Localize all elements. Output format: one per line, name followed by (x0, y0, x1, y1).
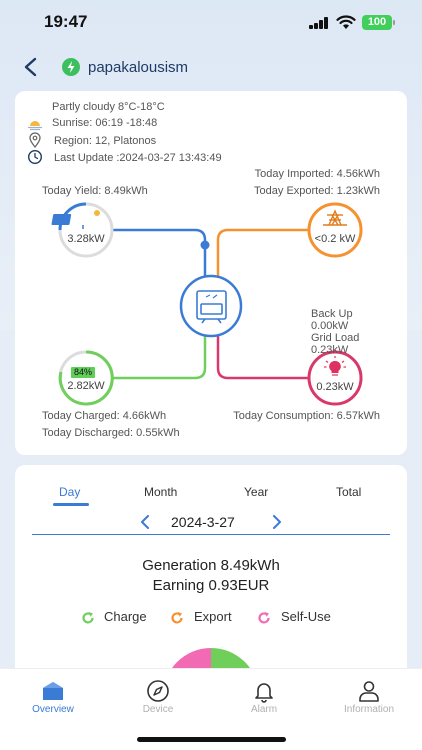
today-discharged: Today Discharged: 0.55kWh (42, 427, 180, 439)
grid-node (307, 202, 363, 258)
backup-value: 0.00kW (311, 320, 349, 332)
plant-name[interactable]: papakalousism (88, 59, 189, 76)
tab-day[interactable]: Day (59, 485, 81, 499)
nav-alarm[interactable]: Alarm (224, 669, 304, 719)
sunrise-icon (28, 121, 42, 131)
power-tower-icon (323, 209, 347, 226)
today-yield: Today Yield: 8.49kWh (42, 185, 148, 197)
inverter-icon (196, 290, 227, 324)
wifi-icon (336, 15, 356, 29)
sunrise-text: Sunrise: 06:19 -18:48 (52, 117, 158, 129)
export-legend-label: Export (194, 609, 232, 624)
load-node (307, 350, 363, 406)
nav-overview[interactable]: Overview (13, 669, 93, 719)
compass-icon (147, 680, 169, 702)
tab-year[interactable]: Year (244, 485, 269, 499)
lightbulb-icon (324, 356, 346, 376)
last-update-text: Last Update :2024-03-27 13:43:49 (54, 152, 222, 164)
nav-device-label: Device (142, 704, 174, 715)
today-consumption: Today Consumption: 6.57kWh (233, 410, 380, 422)
grid-load-label: Grid Load (311, 332, 360, 344)
energy-flow-diagram (51, 202, 363, 406)
today-charged: Today Charged: 4.66kWh (42, 410, 167, 422)
today-exported: Today Exported: 1.23kWh (254, 185, 380, 197)
generation-total: Generation 8.49kWh (142, 557, 280, 574)
battery-soc-arc (58, 350, 114, 406)
backup-label: Back Up (311, 308, 353, 320)
battery-soc-badge: 84% (71, 367, 95, 378)
location-icon (29, 132, 41, 148)
statistics-card: Day Month Year Total 2024-3-27 Generatio… (15, 465, 407, 695)
grid-load-value: 0.23kW (311, 344, 349, 356)
bell-icon (255, 683, 273, 703)
earning-total: Earning 0.93EUR (152, 577, 270, 594)
charge-legend-icon (82, 612, 94, 624)
battery-flow-line (113, 332, 207, 380)
self-use-legend-label: Self-Use (281, 609, 331, 624)
home-indicator (137, 737, 286, 742)
load-power-value: 0.23kW (316, 381, 354, 393)
self-use-legend-icon (258, 612, 270, 624)
selected-date[interactable]: 2024-3-27 (171, 514, 235, 530)
weather-condition: Partly cloudy 8°C-18°C (52, 101, 165, 113)
solar-power-value: 3.28kW (67, 233, 105, 245)
inverter-node (179, 274, 243, 338)
status-bar: 19:47 100 (0, 0, 422, 44)
region-text: Region: 12, Platonos (54, 135, 157, 147)
nav-overview-label: Overview (32, 704, 74, 715)
export-legend-icon (171, 612, 183, 624)
nav-information-label: Information (343, 704, 395, 715)
solar-flow-line (113, 228, 207, 296)
grid-flow-line (216, 228, 308, 296)
charge-legend-label: Charge (104, 609, 147, 624)
cellular-signal-icon (309, 17, 329, 29)
energy-flow-card: Partly cloudy 8°C-18°C Sunrise: 06:19 -1… (15, 91, 407, 455)
battery-power-value: 2.82kW (67, 380, 105, 392)
home-icon (43, 682, 63, 700)
tab-month[interactable]: Month (144, 485, 178, 499)
clock-icon (27, 149, 43, 165)
plant-status-icon (62, 58, 80, 76)
previous-date-button[interactable] (139, 515, 151, 529)
back-button[interactable] (20, 56, 42, 78)
today-imported: Today Imported: 4.56kWh (254, 168, 380, 180)
grid-power-value: <0.2 kW (314, 233, 356, 245)
nav-device[interactable]: Device (118, 669, 198, 719)
battery-indicator: 100 (362, 15, 395, 30)
nav-information[interactable]: Information (329, 669, 409, 719)
next-date-button[interactable] (271, 515, 283, 529)
load-flow-line (216, 332, 308, 380)
solar-flow-dot (200, 240, 210, 250)
solar-panel-icon (51, 210, 100, 229)
nav-alarm-label: Alarm (250, 704, 278, 715)
bottom-navigation: Overview Device Alarm Information (0, 668, 422, 750)
active-tab-indicator (53, 503, 89, 506)
user-icon (359, 681, 379, 702)
status-time: 19:47 (44, 12, 88, 31)
tab-total[interactable]: Total (336, 485, 362, 499)
date-divider (32, 534, 390, 535)
